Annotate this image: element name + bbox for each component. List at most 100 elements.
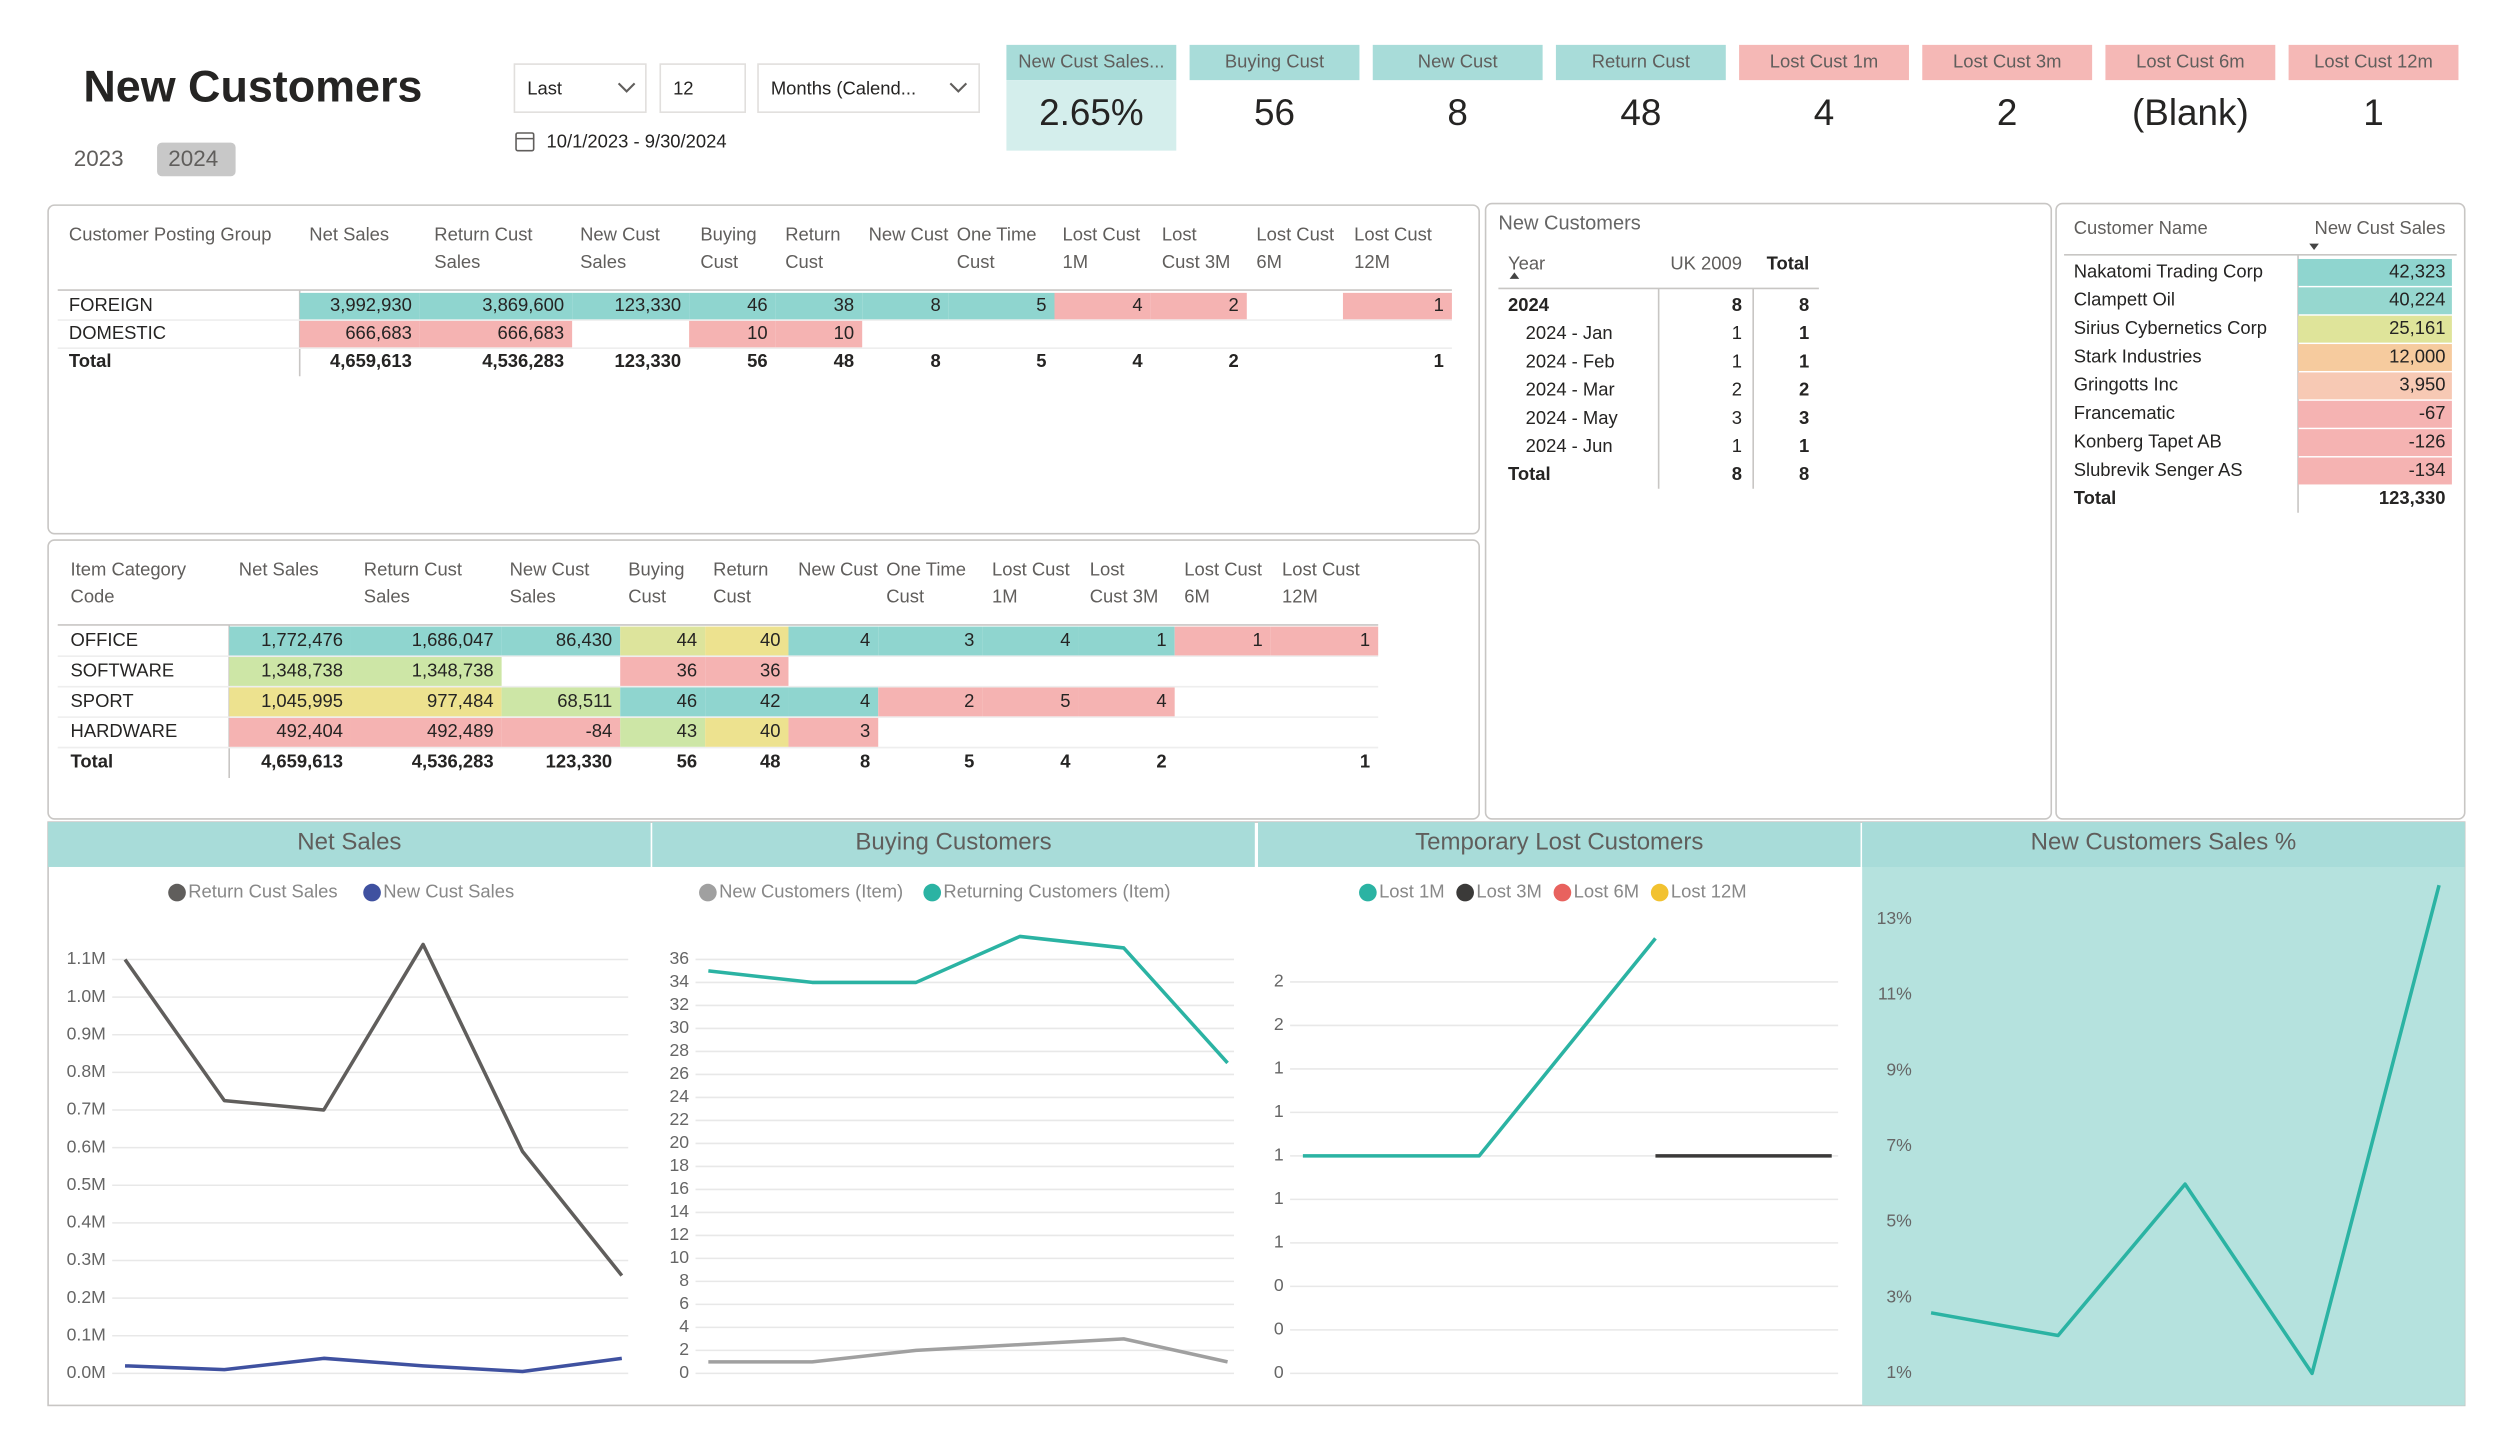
y-tick-label: 34	[670, 971, 690, 991]
row-label: Clampett Oil	[2074, 289, 2175, 310]
cell-fill	[2298, 315, 2452, 343]
row-label: FOREIGN	[69, 294, 153, 315]
column-header: Lost Cust 12M	[1354, 223, 1437, 271]
y-tick-label: 5%	[1886, 1211, 1912, 1231]
cell-value: 1	[1360, 629, 1370, 650]
y-tick-label: 22	[670, 1109, 690, 1129]
kpi-label: Lost Cust 1m	[1770, 50, 1878, 71]
y-tick-label: 1	[1274, 1058, 1284, 1078]
cell-value: 8	[1732, 294, 1742, 315]
line-series	[124, 1356, 623, 1374]
y-tick-label: 0.9M	[67, 1023, 106, 1043]
column-header: Lost Cust 12M	[1282, 558, 1365, 606]
cell-fill	[689, 320, 776, 348]
cell-fill	[1078, 687, 1175, 717]
cell-value: -126	[2409, 430, 2446, 451]
cell-value: 1	[1156, 629, 1166, 650]
year-button[interactable]: 2024	[168, 146, 218, 171]
cell-value: 1	[1799, 350, 1809, 371]
cell-fill	[299, 292, 420, 320]
kpi-header-bg	[1739, 44, 1909, 81]
column-header: Customer Posting Group	[69, 223, 272, 244]
cell-value: 5	[1036, 294, 1046, 315]
y-tick-label: 3%	[1886, 1286, 1912, 1306]
dropdown[interactable]	[757, 63, 980, 113]
cell-value: 8	[1732, 463, 1742, 484]
row-label: Sirius Cybernetics Corp	[2074, 317, 2267, 338]
cell-fill	[878, 626, 983, 656]
cell-value: 4	[1156, 690, 1166, 711]
cell-value: 123,330	[2379, 487, 2446, 508]
row-label: 2024	[1508, 294, 1550, 315]
cell-fill	[350, 717, 502, 747]
cell-value: 12,000	[2389, 345, 2445, 366]
cell-value: 40	[760, 629, 780, 650]
year-button[interactable]: 2023	[74, 146, 124, 171]
cell-value: 4,536,283	[482, 350, 564, 371]
y-tick-label: 1.1M	[67, 948, 106, 968]
cell-value: 1	[1732, 350, 1742, 371]
cell-value: 46	[747, 294, 767, 315]
cell-value: 123,330	[546, 751, 613, 772]
cell-value: 3	[1799, 407, 1809, 428]
legend-marker	[699, 883, 717, 902]
legend-label: Lost 1M	[1379, 880, 1444, 901]
cell-value: 1	[1253, 629, 1263, 650]
cell-value: 56	[747, 350, 767, 371]
y-tick-label: 18	[670, 1155, 690, 1175]
y-tick-label: 10	[670, 1247, 690, 1267]
line-series	[1930, 884, 2441, 1376]
chart-title-bg	[1258, 822, 1861, 867]
y-tick-label: 2	[1274, 1014, 1284, 1034]
row-label: Total	[1508, 463, 1551, 484]
y-tick-label: 0.2M	[67, 1287, 106, 1307]
cell-fill	[705, 717, 789, 747]
cell-value: 36	[760, 659, 780, 680]
kpi-value: 4	[1814, 92, 1835, 133]
cell-value: 1	[1799, 322, 1809, 343]
cell-value: 56	[677, 751, 697, 772]
cell-value: 2	[1156, 751, 1166, 772]
legend-marker	[363, 883, 381, 902]
column-header: Return Cust	[713, 558, 773, 606]
kpi-label: Lost Cust 12m	[2314, 50, 2433, 71]
y-tick-label: 0.1M	[67, 1324, 106, 1344]
chevron	[949, 82, 968, 93]
legend-marker	[1650, 883, 1669, 902]
cell-fill	[572, 292, 690, 320]
cell-fill	[229, 657, 351, 686]
cell-value: 4,659,613	[261, 751, 343, 772]
cell-value: 40	[760, 720, 780, 741]
y-tick-label: 0	[1274, 1275, 1284, 1295]
cell-value: 40,224	[2389, 289, 2445, 310]
row-label: Total	[2074, 487, 2117, 508]
cell-value: 3	[964, 629, 974, 650]
page-title: New Customers	[83, 61, 422, 112]
y-tick-label: 32	[670, 994, 690, 1014]
y-tick-label: 0.5M	[67, 1174, 106, 1194]
y-tick-label: 9%	[1886, 1059, 1912, 1079]
line-series	[123, 942, 624, 1277]
column-header: New Cust Sales	[510, 558, 595, 606]
legend-marker	[168, 883, 186, 902]
input-box[interactable]	[659, 63, 747, 113]
legend-label: Lost 6M	[1574, 880, 1639, 901]
dropdown-value: Months (Calend...	[771, 78, 916, 99]
y-tick-label: 12	[670, 1224, 690, 1244]
kpi-header-bg	[1189, 44, 1360, 81]
legend-marker	[923, 883, 942, 902]
cell-fill	[350, 626, 502, 656]
column-header: Customer Name	[2074, 217, 2208, 238]
cell-value: 2	[1799, 379, 1809, 400]
legend-label: Return Cust Sales	[188, 880, 337, 901]
kpi-label: Lost Cust 6m	[2136, 50, 2244, 71]
cell-fill	[2298, 372, 2452, 400]
kpi-header-bg	[1372, 44, 1543, 81]
kpi-label: New Cust	[1418, 50, 1498, 71]
legend-marker	[1456, 883, 1474, 902]
y-tick-label: 28	[670, 1040, 690, 1060]
column-header: Lost Cust 3M	[1090, 558, 1159, 606]
y-tick-label: 1	[1274, 1101, 1284, 1121]
column-header: Lost Cust 6M	[1184, 558, 1267, 606]
